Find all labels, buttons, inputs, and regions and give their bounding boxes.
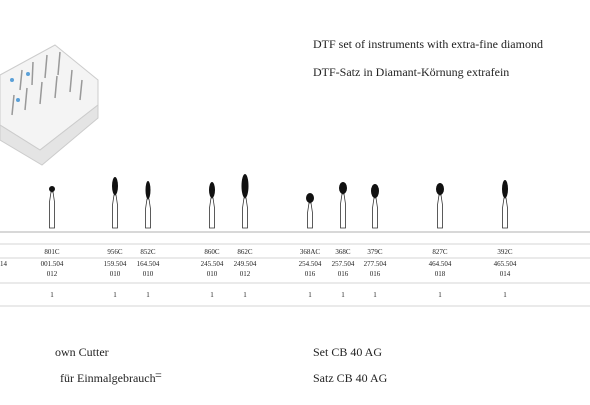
item-code: 368C — [335, 248, 351, 256]
item-ref: 164.504 — [137, 260, 160, 268]
bur-shank — [242, 197, 248, 229]
item-qty: 1 — [243, 291, 247, 299]
item-qty: 1 — [50, 291, 54, 299]
item-qty: 1 — [341, 291, 345, 299]
item-qty: 1 — [503, 291, 507, 299]
item-size: 012 — [240, 270, 251, 278]
bur-head — [209, 182, 215, 198]
item-code: 801C — [44, 248, 60, 256]
item-ref: 464.504 — [429, 260, 452, 268]
bur-shank — [209, 197, 215, 229]
item-code: 860C — [204, 248, 220, 256]
item-ref: 465.504 — [494, 260, 517, 268]
item-code: 368AC — [300, 248, 321, 256]
item-size: 018 — [435, 270, 446, 278]
item-ref: 254.504 — [299, 260, 322, 268]
item-code: 392C — [497, 248, 513, 256]
bur-shank — [49, 191, 55, 229]
bur-shank — [112, 194, 118, 229]
product-image — [0, 44, 99, 166]
title-de: DTF-Satz in Diamant-Körnung extrafein — [313, 65, 509, 79]
bur-shank — [502, 197, 508, 229]
bur-head — [112, 177, 118, 195]
bur-head — [145, 181, 151, 199]
item-code: 827C — [432, 248, 448, 256]
item-ref: 277.504 — [364, 260, 387, 268]
item-qty: 1 — [210, 291, 214, 299]
item-ref: 249.504 — [234, 260, 257, 268]
item-size: 010 — [207, 270, 218, 278]
item-ref: 245.504 — [201, 260, 224, 268]
item-size: 010 — [110, 270, 121, 278]
item-qty: 1 — [438, 291, 442, 299]
item-qty: 1 — [373, 291, 377, 299]
item-code: 956C — [107, 248, 123, 256]
bur-shank — [340, 193, 346, 229]
item-ref: 001.504 — [41, 260, 64, 268]
item-size: 010 — [143, 270, 154, 278]
item-qty: 1 — [146, 291, 150, 299]
item-size: 016 — [305, 270, 316, 278]
footer-right-en: Set CB 40 AG — [313, 345, 382, 359]
item-size: 012 — [47, 270, 58, 278]
equals: = — [155, 368, 162, 382]
title-en: DTF set of instruments with extra-fine d… — [313, 37, 543, 51]
bur-head — [371, 184, 379, 198]
item-code: 852C — [140, 248, 156, 256]
bur-head — [436, 183, 444, 195]
footer-left-de: für Einmalgebrauch — [60, 371, 156, 385]
item-qty: 1 — [113, 291, 117, 299]
bur-head — [49, 186, 55, 192]
bur-head — [306, 193, 314, 203]
instrument-drawings — [49, 174, 508, 229]
item-ref: 257.504 — [332, 260, 355, 268]
item-size: 016 — [338, 270, 349, 278]
bur-head — [339, 182, 347, 194]
left-ref: 14 — [0, 260, 8, 268]
item-qty: 1 — [308, 291, 312, 299]
item-ref: 159.504 — [104, 260, 127, 268]
item-code: 379C — [367, 248, 383, 256]
item-code: 862C — [237, 248, 253, 256]
bur-head — [241, 174, 249, 198]
bur-shank — [145, 198, 151, 229]
bur-shank — [437, 194, 443, 229]
item-size: 016 — [370, 270, 381, 278]
bur-shank — [307, 202, 313, 229]
footer-left-en: own Cutter — [55, 345, 109, 359]
item-size: 014 — [500, 270, 511, 278]
bur-head — [502, 180, 508, 198]
footer-right-de: Satz CB 40 AG — [313, 371, 388, 385]
bur-shank — [372, 197, 378, 229]
